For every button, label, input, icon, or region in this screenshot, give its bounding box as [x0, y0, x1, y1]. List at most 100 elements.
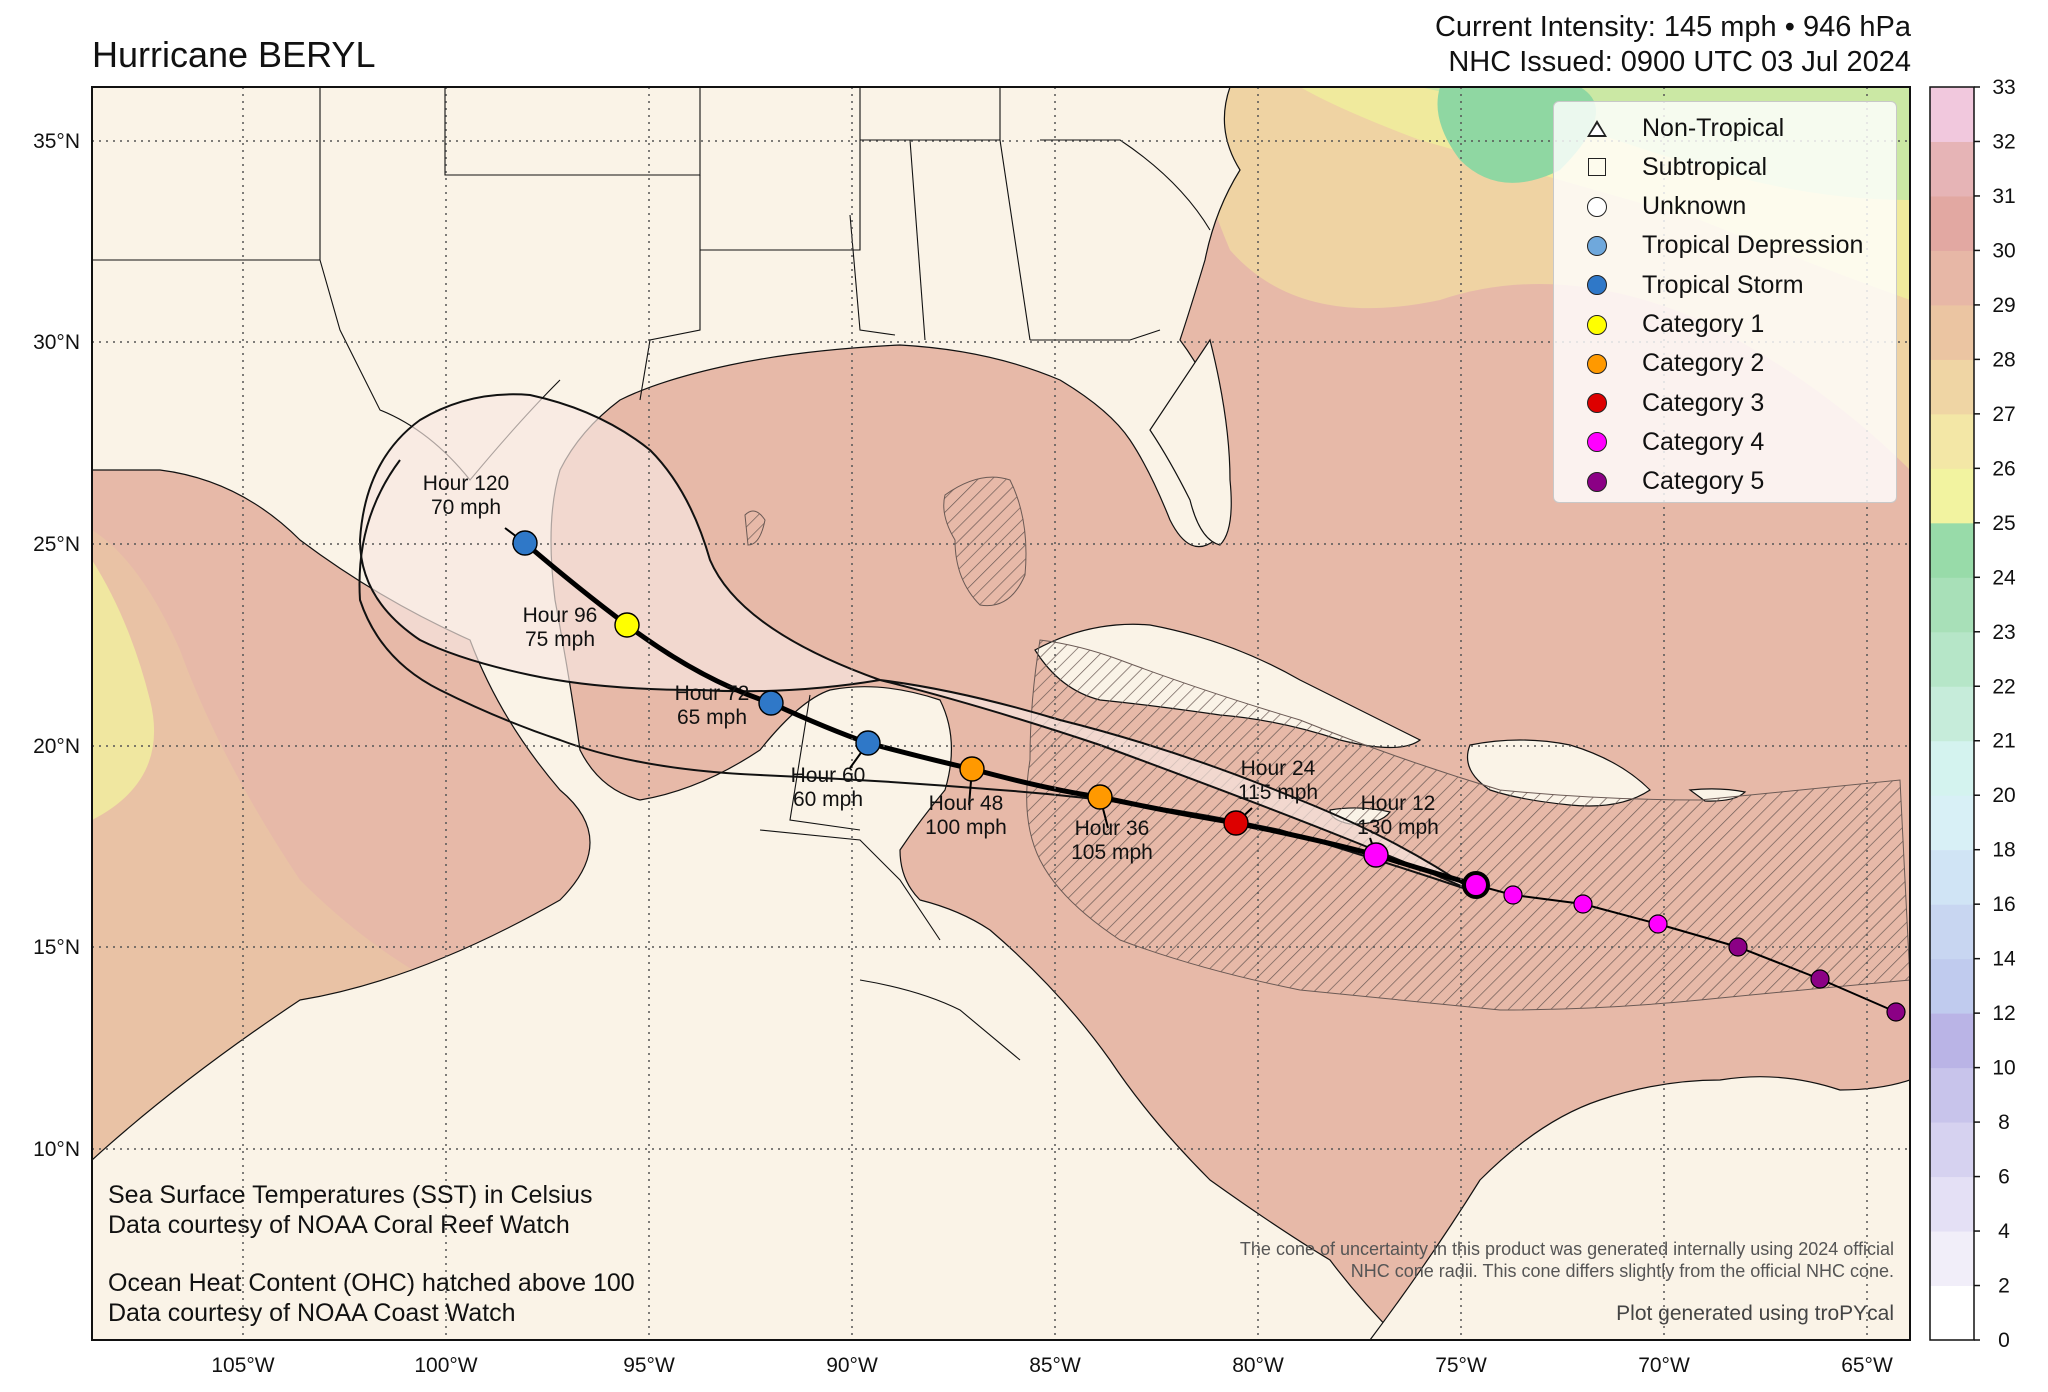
gridlines: [92, 87, 1910, 1340]
legend-item: Category 3: [1584, 385, 1764, 421]
cone-note-line1: The cone of uncertainty in this product …: [1239, 1239, 1894, 1259]
land-florida: [1149, 338, 1232, 546]
lat-label: 10°N: [33, 1138, 80, 1161]
legend-label: Category 4: [1642, 427, 1765, 456]
lat-label: 30°N: [33, 331, 80, 354]
forecast-point: [512, 530, 538, 556]
colorbar-label: 20: [1992, 784, 2015, 807]
colorbar-segment: [1930, 1285, 1974, 1341]
colorbar-label: 2: [1998, 1275, 2010, 1298]
square-icon: [1584, 158, 1610, 177]
colorbar-label: 4: [1998, 1220, 2010, 1243]
forecast-point: [758, 690, 784, 716]
legend-label: Category 3: [1642, 388, 1765, 417]
colorbar-segment: [1930, 1122, 1974, 1178]
forecast-points: [512, 530, 1389, 868]
legend-item: Category 4: [1584, 424, 1764, 460]
cone-of-uncertainty: [358, 393, 1476, 893]
intensity-block: Current Intensity: 145 mph • 946 hPa NHC…: [1435, 10, 1911, 80]
forecast-point: [614, 612, 640, 638]
legend-item: Unknown: [1584, 189, 1746, 225]
circle-icon: [1584, 353, 1610, 374]
ohc-info: Ocean Heat Content (OHC) hatched above 1…: [108, 1268, 635, 1328]
sst-info-line1: Sea Surface Temperatures (SST) in Celsiu…: [108, 1181, 593, 1209]
lon-label: 90°W: [826, 1354, 878, 1377]
colorbar-label: 14: [1992, 948, 2016, 971]
sst-info-line2: Data courtesy of NOAA Coral Reef Watch: [108, 1211, 570, 1239]
past-track-point: [1503, 885, 1523, 905]
colorbar-segment: [1930, 1067, 1974, 1123]
colorbar-label: 33: [1992, 76, 2015, 99]
colorbar-segment: [1930, 577, 1974, 633]
longitude-labels: 105°W 100°W 95°W 90°W 85°W 80°W 75°W 70°W 65°W: [211, 1354, 1893, 1377]
legend-label: Tropical Depression: [1642, 231, 1864, 260]
forecast-hour-label: Hour 24: [1241, 757, 1316, 780]
land-mainland: [92, 87, 1401, 1340]
circle-icon: [1584, 471, 1610, 492]
nhc-issued: NHC Issued: 0900 UTC 03 Jul 2024: [1448, 46, 1911, 78]
lon-label: 75°W: [1435, 1354, 1487, 1377]
forecast-point: [1363, 842, 1389, 868]
colorbar-label: 30: [1992, 239, 2015, 262]
colorbar-segment: [1930, 87, 1974, 142]
forecast-wind-label: 65 mph: [677, 706, 747, 729]
colorbar-label: 18: [1992, 839, 2015, 862]
colorbar-segment: [1930, 740, 1974, 796]
sst-colorbar: 0246810121416182021222324252627282930313…: [1929, 76, 2016, 1352]
lon-label: 80°W: [1232, 1354, 1284, 1377]
colorbar-segment: [1930, 904, 1974, 960]
legend-label: Unknown: [1642, 192, 1747, 221]
colorbar-segment: [1930, 141, 1974, 197]
ohc-info-line2: Data courtesy of NOAA Coast Watch: [108, 1299, 516, 1327]
legend-item: Tropical Storm: [1584, 267, 1804, 303]
forecast-hour-label: Hour 96: [523, 604, 598, 627]
colorbar-label: 0: [1998, 1329, 2010, 1352]
cone-note-line2: NHC cone radii. This cone differs slight…: [1350, 1261, 1894, 1281]
colorbar-label: 23: [1992, 621, 2015, 644]
lon-label: 100°W: [414, 1354, 477, 1377]
forecast-wind-label: 100 mph: [925, 816, 1007, 839]
forecast-wind-label: 130 mph: [1357, 816, 1439, 839]
lon-label: 95°W: [623, 1354, 675, 1377]
legend-item: Category 2: [1584, 346, 1764, 382]
circle-icon: [1584, 275, 1610, 296]
cone-note: The cone of uncertainty in this product …: [1240, 1238, 1894, 1282]
colorbar-segment: [1930, 1013, 1974, 1069]
forecast-hour-label: Hour 120: [423, 472, 509, 495]
ohc-hatch: [744, 476, 1910, 1011]
forecast-hour-label: Hour 72: [675, 682, 750, 705]
past-track-point: [1573, 894, 1593, 914]
past-track-point: [1648, 914, 1668, 934]
lat-label: 20°N: [33, 735, 80, 758]
lat-label: 15°N: [33, 936, 80, 959]
legend-item: Non-Tropical: [1584, 110, 1784, 146]
colorbar-segment: [1930, 195, 1974, 251]
lon-label: 65°W: [1841, 1354, 1893, 1377]
colorbar-label: 21: [1992, 730, 2015, 753]
sst-info: Sea Surface Temperatures (SST) in Celsiu…: [108, 1180, 592, 1240]
forecast-wind-label: 105 mph: [1071, 841, 1153, 864]
legend-item: Subtropical: [1584, 149, 1767, 185]
colorbar-label: 12: [1992, 1002, 2015, 1025]
legend-item: Category 5: [1584, 464, 1764, 500]
past-track-point: [1886, 1002, 1906, 1022]
lon-label: 85°W: [1029, 1354, 1081, 1377]
colorbar-segment: [1930, 359, 1974, 415]
colorbar-label: 6: [1998, 1166, 2010, 1189]
colorbar-label: 27: [1992, 403, 2015, 426]
lat-label: 25°N: [33, 533, 80, 556]
legend-label: Subtropical: [1642, 152, 1768, 181]
legend-label: Category 5: [1642, 467, 1765, 496]
circle-icon: [1584, 393, 1610, 414]
tropycal-credit: Plot generated using troPYcal: [1616, 1302, 1894, 1325]
circle-icon: [1584, 314, 1610, 335]
colorbar-segment: [1930, 522, 1974, 578]
colorbar-segment: [1930, 795, 1974, 851]
colorbar-label: 22: [1992, 675, 2015, 698]
category-legend: Non-Tropical Subtropical Unknown Tropical D…: [1553, 101, 1897, 503]
forecast-wind-label: 70 mph: [431, 496, 501, 519]
colorbar-label: 26: [1992, 457, 2015, 480]
land-south-america: [1369, 1076, 1910, 1340]
forecast-point: [1087, 784, 1113, 810]
